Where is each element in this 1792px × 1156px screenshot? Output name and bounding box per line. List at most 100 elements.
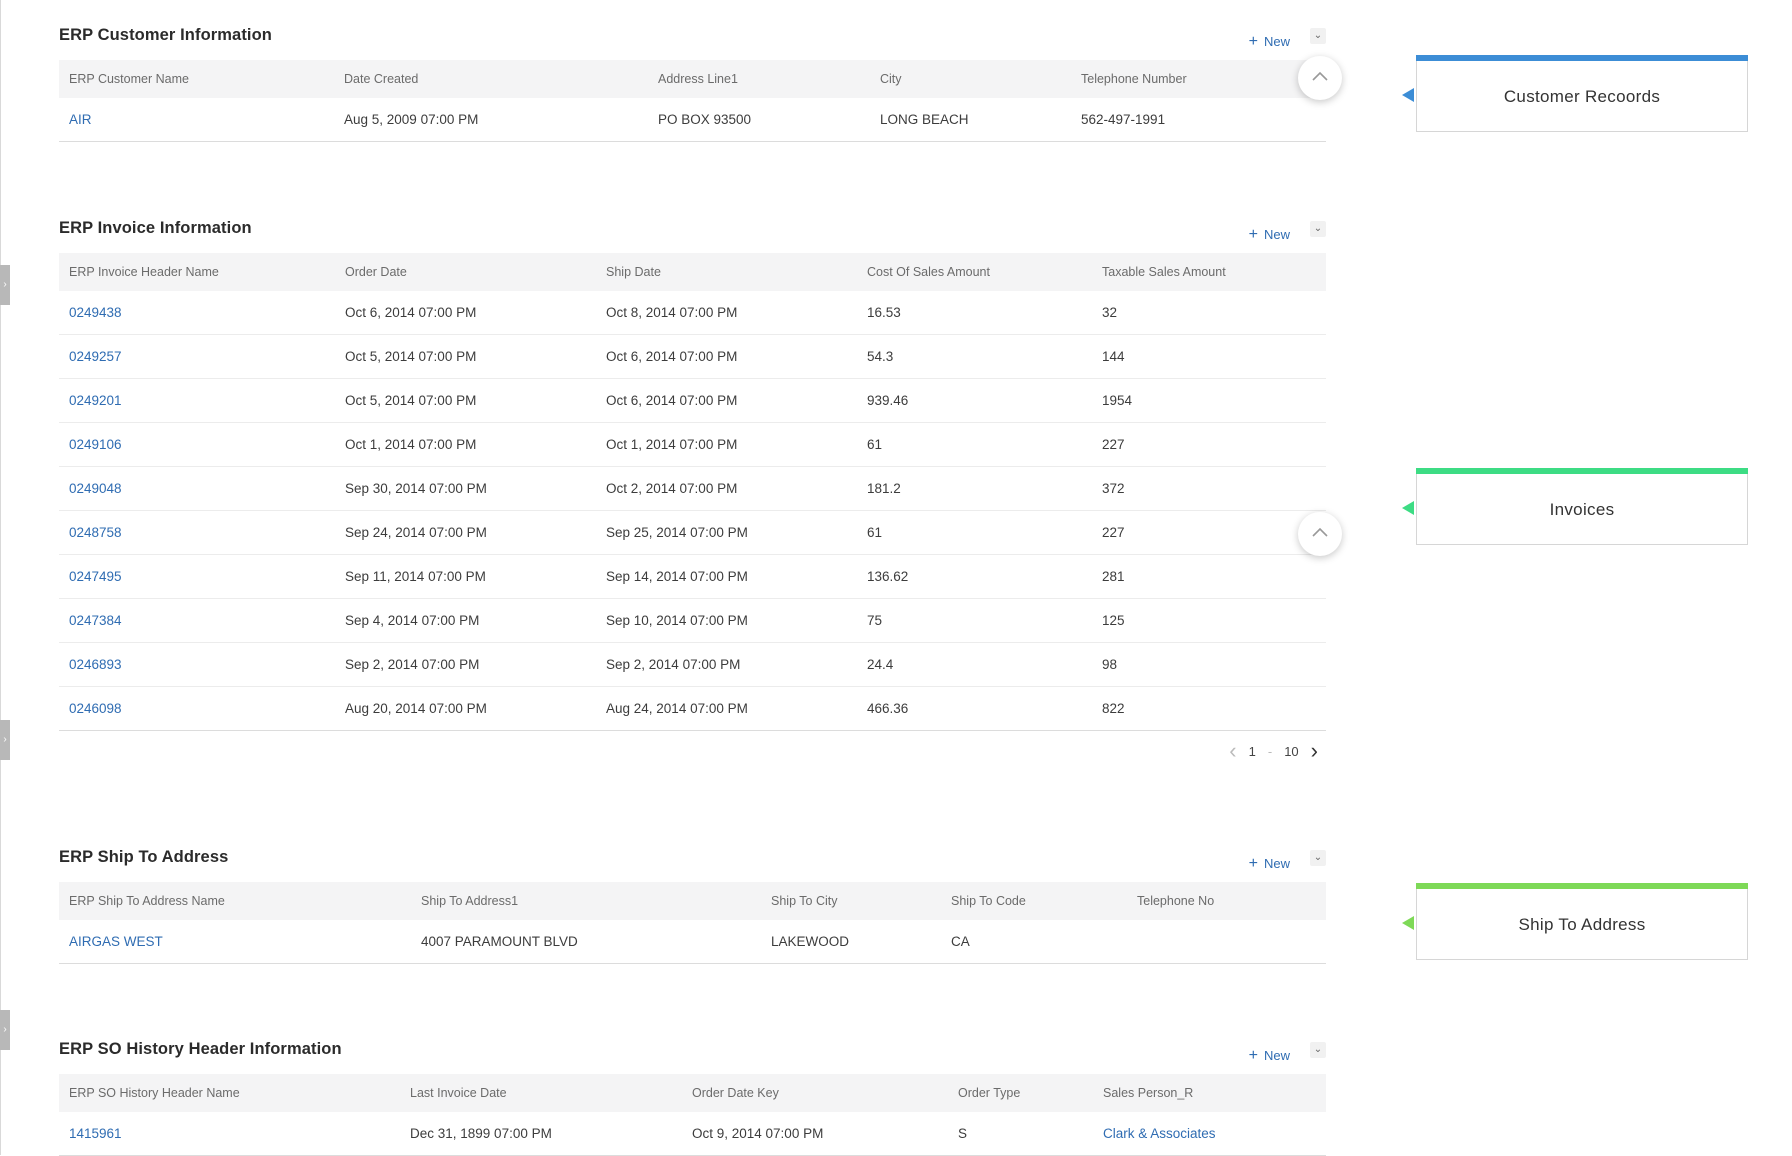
invoice-name-link[interactable]: 0249048 <box>59 466 335 511</box>
new-button[interactable]: + New <box>1248 855 1290 872</box>
column-header: Ship To City <box>761 882 941 920</box>
column-header: Telephone Number <box>1071 60 1326 98</box>
invoice-name-link[interactable]: 0249106 <box>59 422 335 467</box>
customer-table: ERP Customer Name Date Created Address L… <box>59 60 1326 142</box>
ship-to-section: ERP Ship To Address + New ⌄ ERP Ship To A… <box>59 830 1326 964</box>
table-header-row: ERP Invoice Header Name Order Date Ship … <box>59 253 1326 291</box>
invoice-name-link[interactable]: 0247495 <box>59 554 335 599</box>
ship-to-table: ERP Ship To Address Name Ship To Address… <box>59 882 1326 964</box>
section-header: ERP Ship To Address + New ⌄ <box>59 830 1326 882</box>
taxable-sales: 281 <box>1092 554 1326 599</box>
column-header: ERP Invoice Header Name <box>59 253 335 291</box>
cost-of-sales: 54.3 <box>857 334 1092 379</box>
table-row: 1415961 Dec 31, 1899 07:00 PM Oct 9, 201… <box>59 1112 1326 1156</box>
plus-icon: + <box>1248 1047 1258 1064</box>
section-title: ERP Ship To Address <box>59 848 229 866</box>
column-header: Order Date <box>335 253 596 291</box>
cost-of-sales: 136.62 <box>857 554 1092 599</box>
chevron-right-icon: › <box>3 734 7 745</box>
column-header: Order Date Key <box>682 1074 948 1112</box>
ship-to-address1: 4007 PARAMOUNT BLVD <box>411 920 761 964</box>
invoice-name-link[interactable]: 0249438 <box>59 291 335 335</box>
section-title: ERP Customer Information <box>59 26 272 44</box>
pager-from: 1 <box>1248 743 1256 759</box>
column-header: ERP Customer Name <box>59 60 334 98</box>
invoice-name-link[interactable]: 0246893 <box>59 642 335 687</box>
table-row: 0246098 Aug 20, 2014 07:00 PM Aug 24, 20… <box>59 686 1326 731</box>
scroll-top-button[interactable] <box>1298 512 1342 556</box>
column-header: Ship To Address1 <box>411 882 761 920</box>
callout-bar <box>1416 55 1748 61</box>
rail-expand-tab[interactable]: › <box>0 1010 10 1050</box>
taxable-sales: 227 <box>1092 510 1326 555</box>
chevron-right-icon: › <box>3 1024 7 1035</box>
invoice-name-link[interactable]: 0249201 <box>59 378 335 423</box>
invoice-name-link[interactable]: 0249257 <box>59 334 335 379</box>
ship-date: Sep 10, 2014 07:00 PM <box>596 598 857 643</box>
ship-to-code: CA <box>941 920 1127 964</box>
order-date: Sep 24, 2014 07:00 PM <box>335 510 596 555</box>
rail-expand-tab[interactable]: › <box>0 720 10 760</box>
invoice-name-link[interactable]: 0247384 <box>59 598 335 643</box>
column-header: Date Created <box>334 60 648 98</box>
so-history-table: ERP SO History Header Name Last Invoice … <box>59 1074 1326 1156</box>
section-header: ERP Customer Information + New ⌄ <box>59 8 1326 60</box>
pagination: ‹ 1 - 10 › <box>59 731 1326 775</box>
chevron-down-icon: ⌄ <box>1313 223 1323 234</box>
plus-icon: + <box>1248 226 1258 243</box>
so-history-name-link[interactable]: 1415961 <box>59 1112 400 1156</box>
taxable-sales: 125 <box>1092 598 1326 643</box>
invoice-name-link[interactable]: 0248758 <box>59 510 335 555</box>
chevron-left-icon[interactable]: ‹ <box>1229 738 1237 763</box>
column-header: Sales Person_R <box>1093 1074 1326 1112</box>
address-line1: PO BOX 93500 <box>648 98 870 142</box>
table-row: 0249048 Sep 30, 2014 07:00 PM Oct 2, 201… <box>59 466 1326 511</box>
new-button[interactable]: + New <box>1248 33 1290 50</box>
telephone-number: 562-497-1991 <box>1071 98 1326 142</box>
callout-pointer <box>1402 501 1414 515</box>
ship-to-name-link[interactable]: AIRGAS WEST <box>59 920 411 964</box>
chevron-right-icon[interactable]: › <box>1310 738 1318 763</box>
callout-label: Customer Recoords <box>1503 87 1661 106</box>
column-header: ERP SO History Header Name <box>59 1074 400 1112</box>
section-header: ERP SO History Header Information + New ⌄ <box>59 1022 1326 1074</box>
cost-of-sales: 61 <box>857 422 1092 467</box>
table-row: 0247384 Sep 4, 2014 07:00 PM Sep 10, 201… <box>59 598 1326 643</box>
column-header: Telephone No <box>1127 882 1326 920</box>
column-header: Address Line1 <box>648 60 870 98</box>
ship-date: Oct 6, 2014 07:00 PM <box>596 334 857 379</box>
collapse-button[interactable]: ⌄ <box>1310 1042 1326 1058</box>
collapse-button[interactable]: ⌄ <box>1310 28 1326 44</box>
pager-separator: - <box>1267 743 1273 759</box>
callout-pointer <box>1402 88 1414 102</box>
cost-of-sales: 16.53 <box>857 291 1092 335</box>
callout-customer-records: Customer Recoords <box>1416 55 1748 132</box>
chevron-down-icon: ⌄ <box>1313 1044 1323 1055</box>
scroll-top-button[interactable] <box>1298 56 1342 100</box>
ship-to-city: LAKEWOOD <box>761 920 941 964</box>
customer-name-link[interactable]: AIR <box>59 98 334 142</box>
table-header-row: ERP Ship To Address Name Ship To Address… <box>59 882 1326 920</box>
chevron-up-icon <box>1312 527 1328 537</box>
rail-expand-tab[interactable]: › <box>0 265 10 305</box>
order-date: Oct 6, 2014 07:00 PM <box>335 291 596 335</box>
table-row: AIR Aug 5, 2009 07:00 PM PO BOX 93500 LO… <box>59 98 1326 142</box>
table-row: 0248758 Sep 24, 2014 07:00 PM Sep 25, 20… <box>59 510 1326 555</box>
collapse-button[interactable]: ⌄ <box>1310 221 1326 237</box>
sales-person-link[interactable]: Clark & Associates <box>1093 1112 1326 1156</box>
cost-of-sales: 61 <box>857 510 1092 555</box>
collapse-button[interactable]: ⌄ <box>1310 850 1326 866</box>
column-header: Ship Date <box>596 253 857 291</box>
new-button[interactable]: + New <box>1248 1047 1290 1064</box>
order-date: Sep 11, 2014 07:00 PM <box>335 554 596 599</box>
new-button[interactable]: + New <box>1248 226 1290 243</box>
chevron-up-icon <box>1312 71 1328 81</box>
cost-of-sales: 75 <box>857 598 1092 643</box>
taxable-sales: 144 <box>1092 334 1326 379</box>
taxable-sales: 1954 <box>1092 378 1326 423</box>
invoice-name-link[interactable]: 0246098 <box>59 686 335 731</box>
table-row: 0249438 Oct 6, 2014 07:00 PM Oct 8, 2014… <box>59 291 1326 335</box>
order-date: Oct 5, 2014 07:00 PM <box>335 378 596 423</box>
callout-label: Invoices <box>1549 500 1615 519</box>
order-date-key: Oct 9, 2014 07:00 PM <box>682 1112 948 1156</box>
